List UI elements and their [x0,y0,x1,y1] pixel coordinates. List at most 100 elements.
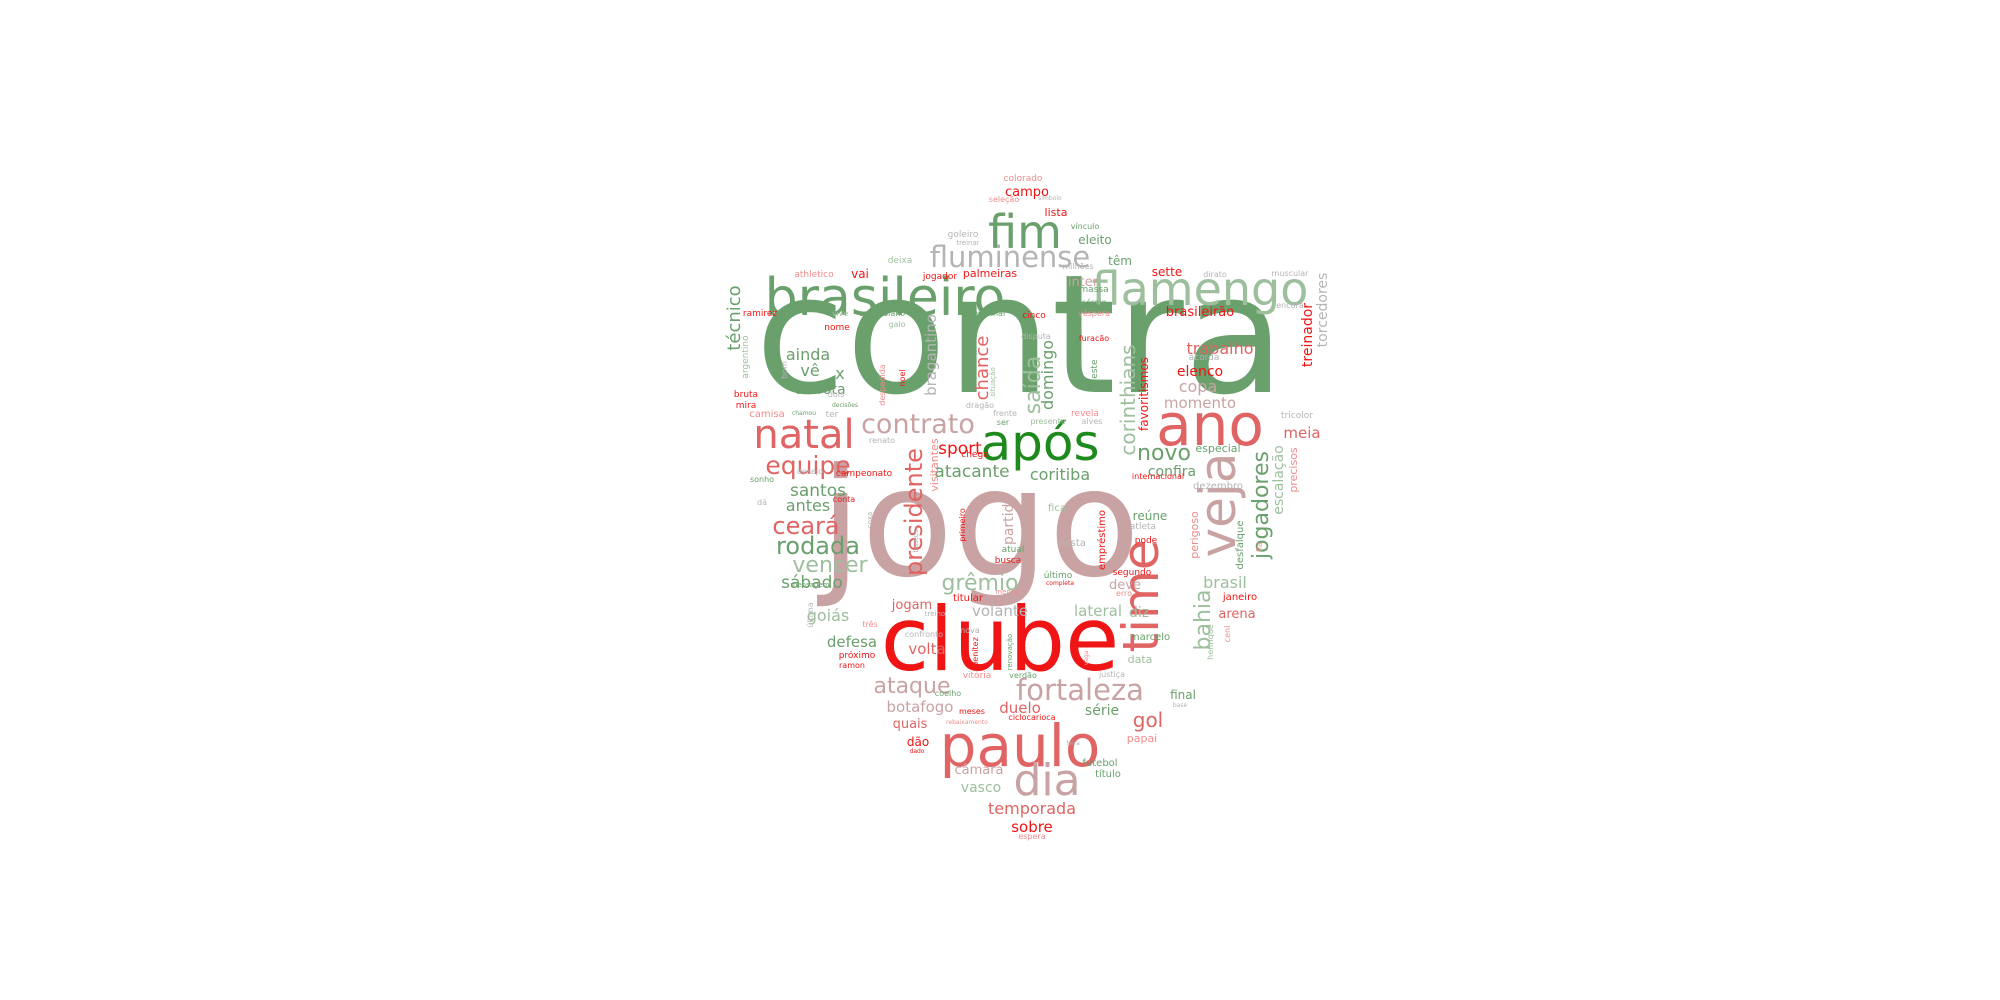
word-100: camisa [749,409,784,420]
word-61: vasco [961,780,1001,796]
word-64: quais [893,717,928,732]
word-124: cinco [1022,311,1046,321]
word-77: campo [1005,185,1049,200]
word-3: paulo [940,712,1101,780]
word-127: furacão [1079,334,1109,343]
word-33: antes [786,496,830,515]
word-98: espera [1018,832,1045,841]
word-147: busca [995,556,1022,566]
word-126: disputa [1021,332,1051,341]
word-155: sonho [750,475,774,484]
word-30: temporada [988,799,1076,818]
word-163: confronto [905,630,943,639]
word-180: chamou [792,410,816,417]
word-46: momento [1164,394,1236,412]
word-139: internacional [1132,472,1184,481]
word-23: jogadores [1249,451,1274,560]
word-182: ter [826,410,839,420]
word-37: derrota [794,382,845,398]
word-57: volta [908,640,945,658]
word-56: defesa [827,633,877,651]
word-80: vai [851,267,869,281]
word-86: especial [1195,442,1240,455]
word-0: contra [755,239,1285,431]
word-2: clube [881,588,1120,691]
word-108: athletico [794,270,834,280]
word-36: x [835,364,844,383]
word-18: rodada [776,532,860,560]
word-92: dezembro [1193,481,1243,492]
word-53: lateral [1074,602,1122,620]
word-175: fla [1255,542,1264,552]
word-32: sábado [781,573,843,593]
word-84: titular [953,593,984,604]
word-102: mira [736,401,756,411]
word-156: conta [833,495,856,504]
word-76: eleito [1078,233,1111,247]
word-134: presente [1030,417,1065,426]
word-5: flamengo [1092,262,1309,316]
word-132: revela [1071,409,1099,419]
word-28: técnico [724,285,745,350]
word-184: coxa [866,512,874,528]
word-82: jogador [922,272,957,282]
word-69: arena [1218,607,1255,622]
word-178: situação [989,367,997,396]
word-47: confira [1148,464,1196,480]
word-95: papai [1127,732,1158,745]
word-25: corinthians [1116,344,1140,455]
word-10: veja [1189,453,1247,558]
word-93: marcelo [1130,632,1170,643]
word-20: vencer [792,553,868,578]
word-111: treinar [956,239,979,247]
word-1: jogo [817,437,1140,611]
word-143: nesta [1058,538,1086,549]
word-103: ramirez [743,309,778,319]
word-79: sette [1152,265,1182,279]
word-73: brasileirão [1166,305,1234,320]
word-146: atual [1002,545,1025,555]
word-164: nova [960,626,980,635]
word-97: título [1095,768,1121,780]
word-122: véspera [1078,308,1110,318]
word-129: neste [1090,359,1100,384]
word-101: bruta [734,390,758,400]
word-119: encora [1276,301,1304,310]
word-141: atleta [1130,522,1156,532]
word-7: ano [1156,391,1264,459]
word-113: seleção [989,195,1020,204]
word-49: treinador [1300,303,1316,367]
word-188: ressaca [938,528,945,551]
word-152: renato [869,436,895,445]
word-140: fica [1048,503,1066,514]
word-91: janeiro [1222,592,1257,603]
word-112: colorado [1004,174,1043,184]
word-14: contrato [861,409,975,440]
word-117: dirato [1203,270,1227,279]
word-145: erro [1116,589,1132,598]
word-13: fluminense [930,240,1091,274]
word-59: duelo [999,699,1041,717]
word-154: desejo [797,467,823,476]
word-131: tricolor [1281,411,1313,421]
word-107: colombiano [859,309,905,318]
word-133: alves [1082,417,1103,426]
word-96: futebol [1082,758,1117,769]
word-115: vínculo [1071,222,1100,231]
word-4: brasileiro [765,268,1006,328]
word-190: rebaixamento [946,719,988,726]
word-148: último [1044,571,1073,581]
word-44: elenco [1177,364,1223,380]
word-174: ceni [1223,626,1232,643]
word-16: equipe [765,451,850,480]
word-192: vaga [1083,650,1090,665]
word-9: natal [753,412,854,458]
word-120: massa [1079,285,1108,295]
word-135: frente [993,409,1017,418]
word-125: galo [888,320,905,329]
word-118: muscular [1272,269,1310,278]
word-151: primeiro [958,508,967,542]
word-106: vive [832,309,849,318]
word-128: quatro [1073,355,1083,385]
